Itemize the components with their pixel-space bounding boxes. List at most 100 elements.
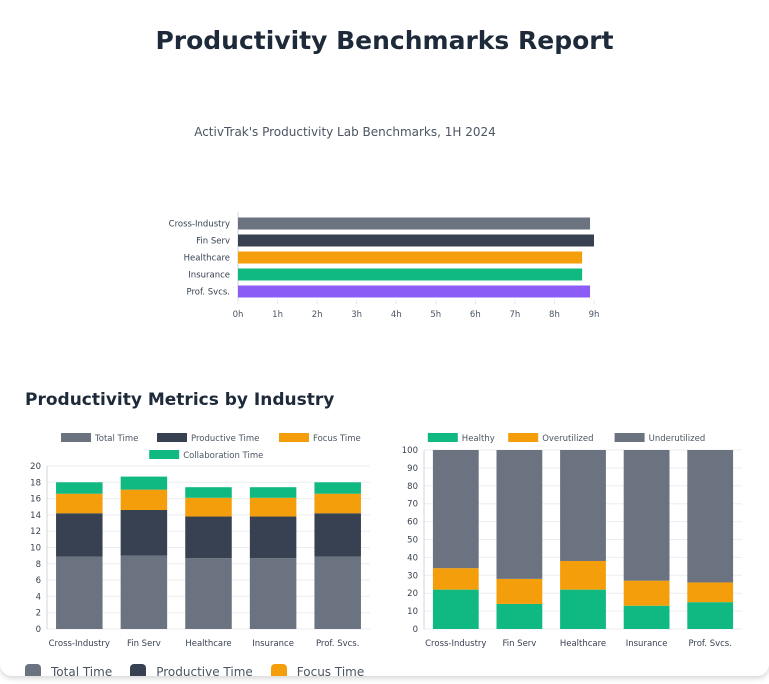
- bar-segment: [185, 558, 232, 629]
- y-tick-label: 4: [36, 592, 41, 602]
- bar-segment: [120, 476, 168, 490]
- y-tick-label: 70: [407, 500, 418, 510]
- y-tick-label: 30: [407, 571, 418, 581]
- bar-segment: [56, 493, 103, 514]
- bar-segment: [560, 450, 606, 561]
- bar-segment: [496, 603, 543, 629]
- y-tick-label: Fin Serv: [196, 237, 230, 247]
- y-tick-label: 14: [30, 511, 41, 521]
- bar-segment: [185, 516, 232, 559]
- y-tick-label: 40: [407, 553, 418, 563]
- y-tick-label: 16: [30, 495, 41, 505]
- page-title: Productivity Benchmarks Report: [155, 26, 614, 55]
- legend-swatch: [130, 664, 147, 676]
- x-tick-label: 8h: [549, 310, 560, 320]
- y-tick-label: 2: [36, 609, 41, 619]
- x-tick-label: 5h: [430, 310, 441, 320]
- bar-segment: [432, 568, 479, 590]
- bar-segment: [623, 580, 670, 606]
- y-tick-label: 10: [407, 607, 418, 617]
- bar: [238, 217, 591, 230]
- legend-swatch: [149, 450, 180, 459]
- bar-segment: [687, 582, 734, 603]
- bar-segment: [185, 487, 232, 498]
- legend-label: Total Time: [94, 434, 138, 444]
- bar: [238, 268, 583, 281]
- x-tick-label: Healthcare: [560, 639, 606, 649]
- bar-segment: [314, 556, 361, 629]
- time-metrics-stacked-chart: Total Time Productive Time Focus Time Colla…: [30, 433, 370, 649]
- bar-segment: [120, 555, 168, 629]
- y-tick-label: 60: [407, 518, 418, 528]
- y-tick-label: 100: [402, 446, 418, 456]
- y-tick-label: Prof. Svcs.: [187, 288, 231, 298]
- bar-segment: [314, 493, 361, 514]
- x-tick-label: Cross-Industry: [49, 639, 110, 649]
- legend-swatch: [279, 433, 309, 442]
- legend-swatch: [508, 433, 539, 442]
- x-tick-label: 3h: [351, 310, 362, 320]
- legend-label: Focus Time: [313, 434, 361, 444]
- bar-segment: [249, 516, 297, 559]
- x-tick-label: Insurance: [252, 639, 294, 649]
- bottom-legend-item: Focus Time: [270, 664, 365, 676]
- bar-segment: [496, 578, 543, 604]
- y-tick-label: 0: [413, 625, 418, 635]
- y-tick-label: 6: [36, 576, 41, 586]
- y-tick-label: 50: [407, 536, 418, 546]
- y-tick-label: 90: [407, 464, 418, 474]
- bottom-legend-item: Total Time: [25, 664, 112, 676]
- section-title: Productivity Metrics by Industry: [25, 390, 335, 410]
- legend-label: Underutilized: [649, 434, 706, 444]
- legend-swatch: [270, 664, 287, 676]
- bar-segment: [560, 560, 606, 590]
- x-tick-label: Prof. Svcs.: [316, 639, 360, 649]
- y-tick-label: Insurance: [188, 271, 230, 281]
- x-tick-label: 2h: [312, 310, 323, 320]
- bar-segment: [314, 513, 361, 557]
- y-tick-label: Healthcare: [184, 254, 230, 264]
- benchmark-bar-chart: ActivTrak's Productivity Lab Benchmarks,…: [169, 125, 600, 320]
- legend-label: Productive Time: [191, 434, 259, 444]
- bar-segment: [314, 482, 361, 494]
- legend-label: Focus Time: [296, 665, 365, 676]
- bar-segment: [56, 513, 103, 557]
- legend-swatch: [157, 433, 187, 442]
- x-tick-label: 7h: [509, 310, 520, 320]
- legend-label: Total Time: [51, 665, 113, 676]
- y-tick-label: 20: [30, 462, 41, 472]
- y-tick-label: 10: [30, 544, 41, 554]
- x-tick-label: 9h: [589, 310, 600, 320]
- x-tick-label: Prof. Svcs.: [688, 639, 732, 649]
- bar-segment: [185, 497, 232, 517]
- y-tick-label: 80: [407, 482, 418, 492]
- x-tick-label: 0h: [233, 310, 244, 320]
- legend-label: Productive Time: [156, 665, 253, 676]
- legend-label: Overutilized: [542, 434, 593, 444]
- legend-label: Collaboration Time: [183, 451, 263, 461]
- x-tick-label: Fin Serv: [127, 639, 161, 649]
- legend-swatch: [61, 433, 91, 442]
- bar-segment: [687, 450, 734, 583]
- bar-segment: [249, 558, 297, 629]
- bar-segment: [249, 497, 297, 517]
- bar-segment: [496, 450, 543, 579]
- legend-label: Healthy: [462, 434, 495, 444]
- bar-segment: [623, 450, 670, 581]
- y-tick-label: 0: [36, 625, 41, 635]
- chart-title: ActivTrak's Productivity Lab Benchmarks,…: [194, 125, 496, 139]
- x-tick-label: Fin Serv: [502, 639, 536, 649]
- x-tick-label: 1h: [272, 310, 283, 320]
- bar-segment: [432, 589, 479, 629]
- x-tick-label: 6h: [470, 310, 481, 320]
- x-tick-label: Cross-Industry: [425, 639, 486, 649]
- bar-segment: [560, 589, 606, 629]
- y-tick-label: Cross-Industry: [169, 220, 230, 230]
- x-tick-label: Healthcare: [185, 639, 231, 649]
- y-tick-label: 12: [30, 527, 41, 537]
- bar: [238, 234, 594, 247]
- y-tick-label: 20: [407, 589, 418, 599]
- bar-segment: [56, 556, 103, 629]
- y-tick-label: 8: [36, 560, 41, 570]
